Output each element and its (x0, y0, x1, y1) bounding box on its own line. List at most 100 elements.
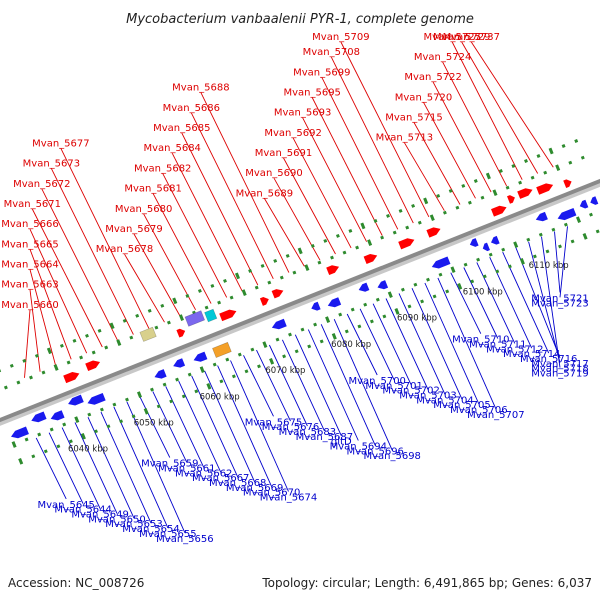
leader-line (139, 396, 171, 458)
forward-gene-label: Mvan_5737 (443, 32, 500, 43)
reverse-gene-label: Mvan_5710 (452, 335, 509, 346)
scale-ticks (0, 139, 600, 465)
forward-gene-label: Mvan_5671 (4, 199, 61, 210)
leader-line (502, 251, 550, 354)
accession-text: Accession: NC_008726 (8, 576, 144, 590)
scale-tick (473, 179, 478, 183)
scale-tick (325, 316, 331, 323)
reverse-gene-label: Mvan_5712 (486, 344, 543, 355)
scale-tick (561, 144, 566, 148)
scale-tick (250, 347, 255, 352)
leader-line (178, 380, 222, 473)
scale-tick (360, 222, 366, 230)
scale-tick (400, 287, 405, 292)
scale-tick (335, 233, 340, 238)
leader-line (283, 157, 336, 255)
scale-tick (59, 343, 64, 348)
forward-gene-label: Mvan_5678 (96, 244, 153, 255)
scale-tick (548, 147, 554, 155)
leader-line (476, 262, 516, 344)
scale-tick (595, 229, 600, 234)
scale-tick (505, 185, 510, 190)
gene-arrow (557, 207, 577, 221)
scale-tick (275, 337, 280, 342)
gene-arrow (563, 179, 572, 189)
reverse-gene-label: Mvan_5653 (105, 519, 162, 530)
scale-tick (420, 299, 425, 304)
leader-line (515, 246, 561, 359)
gene-arrow (68, 394, 84, 406)
reverse-gene-label: Mvan_5662 (175, 468, 232, 479)
scale-tick (375, 297, 380, 302)
scale-tick (269, 357, 275, 365)
scale-tick (143, 407, 149, 415)
gene-arrow (482, 242, 490, 252)
scale-tick (116, 339, 122, 346)
forward-gene-label: Mvan_5689 (236, 188, 293, 199)
reverse-gene-label: Mvan_5707 (467, 410, 524, 421)
gene-arrow (327, 297, 342, 308)
forward-gene-label: Mvan_5686 (163, 103, 220, 114)
forward-gene-label: Mvan_5682 (134, 163, 191, 174)
leader-line (404, 142, 445, 211)
scale-tick (417, 220, 422, 225)
scale-tick (310, 243, 315, 248)
scale-tick (53, 364, 59, 371)
kbp-label: 6110 kbp (529, 261, 569, 271)
scale-tick (119, 419, 124, 424)
scale-tick (172, 297, 178, 305)
scale-tick (234, 272, 241, 280)
scale-tick (382, 314, 387, 319)
gene-arrow (326, 265, 340, 276)
scale-tick (254, 285, 259, 290)
kbp-label: 6080 kbp (331, 340, 371, 350)
leader-line (398, 293, 446, 395)
scale-tick (373, 218, 378, 223)
leader-line (171, 152, 243, 292)
kbp-label: 6060 kbp (200, 392, 240, 402)
scale-tick (380, 235, 385, 240)
scale-tick (223, 278, 227, 283)
reverse-gene-label: Mvan_5675 (245, 417, 302, 428)
leader-line (162, 173, 228, 298)
leader-line (463, 267, 499, 339)
leader-line (554, 231, 561, 293)
leader-line (541, 236, 561, 368)
scale-tick (112, 402, 117, 407)
gene-arrow (517, 188, 533, 199)
gene-arrow (363, 253, 378, 265)
scale-tick (445, 289, 450, 294)
scale-tick (330, 255, 334, 260)
reverse-gene-label: Mvan_5668 (209, 478, 266, 489)
leader-line (29, 249, 72, 360)
scale-tick (575, 216, 582, 224)
forward-gene-label: Mvan_5720 (395, 92, 452, 103)
leader-line (41, 188, 119, 342)
scale-tick (485, 172, 491, 180)
leader-line (330, 56, 414, 224)
forward-gene-label: Mvan_5691 (255, 148, 312, 159)
forward-gene-label: Mvan_5690 (245, 168, 302, 179)
scale-tick (495, 269, 500, 274)
leader-line (411, 288, 463, 400)
scale-tick (260, 263, 265, 268)
scale-tick (125, 397, 129, 402)
reverse-gene-label: Mvan_5703 (399, 391, 456, 402)
forward-gene-label: Mvan_5709 (312, 32, 369, 43)
backbone-line (0, 178, 600, 423)
gene-arrow (219, 309, 237, 322)
leader-line (311, 97, 383, 236)
scale-tick (199, 366, 205, 373)
leader-line (60, 148, 150, 329)
scale-tick (11, 441, 17, 448)
scale-tick (501, 247, 506, 252)
scale-tick (219, 379, 224, 384)
reverse-gene-label: Mvan_5676 (262, 422, 319, 433)
scale-tick (488, 252, 493, 257)
reverse-gene-label: Mvan_5667 (192, 473, 249, 484)
leader-line (424, 282, 480, 405)
scale-tick (323, 238, 328, 243)
gene-arrow (31, 411, 47, 423)
leader-line (385, 298, 429, 390)
reverse-gene-label: Mvan_5717 (531, 359, 588, 370)
